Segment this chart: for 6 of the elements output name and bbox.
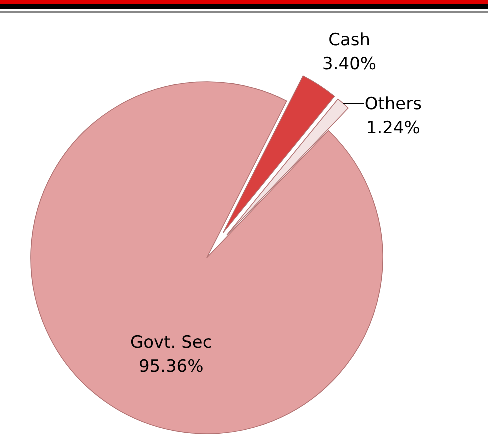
data-label: 3.40% (322, 54, 377, 74)
data-label: 1.24% (366, 118, 420, 139)
slice-label: Govt. Sec (130, 333, 212, 354)
data-label: 95.36% (138, 357, 204, 378)
slice-label: Others (364, 94, 422, 115)
slice-label: Cash (328, 30, 371, 50)
